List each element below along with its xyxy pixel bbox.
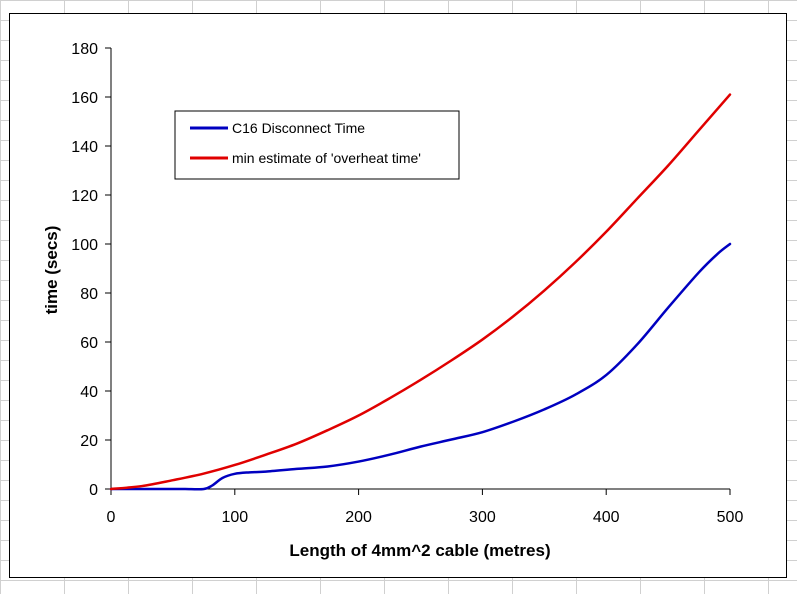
series-line-c16 xyxy=(109,242,732,491)
line-chart: 0 20 40 60 80 100 120 140 160 180 0 100 200 300 400 500… xyxy=(42,41,743,560)
y-tick-label: 100 xyxy=(71,237,98,254)
x-tick-label: 100 xyxy=(221,509,248,526)
x-tick-label: 200 xyxy=(345,509,372,526)
tick-labels: 0 20 40 60 80 100 120 140 160 180 0 100 200 300 400 500 xyxy=(71,41,743,526)
y-tick-label: 120 xyxy=(71,188,98,205)
x-tick-label: 0 xyxy=(107,509,116,526)
axes xyxy=(105,47,731,495)
legend-box xyxy=(174,110,460,180)
x-tick-label: 400 xyxy=(593,509,620,526)
series-line-overheat xyxy=(109,93,732,491)
y-tick-label: 60 xyxy=(80,335,98,352)
y-tick-label: 40 xyxy=(80,384,98,401)
y-tick-label: 160 xyxy=(71,90,98,107)
y-axis-title: time (secs) xyxy=(42,226,61,315)
x-axis-title: Length of 4mm^2 cable (metres) xyxy=(289,541,550,560)
x-tick-label: 300 xyxy=(469,509,496,526)
y-tick-label: 0 xyxy=(89,482,98,499)
y-tick-label: 20 xyxy=(80,433,98,450)
y-tick-label: 180 xyxy=(71,41,98,58)
chart-area: 0 20 40 60 80 100 120 140 160 180 0 100 200 300 400 500… xyxy=(9,13,787,578)
legend-label-overheat: min estimate of 'overheat time' xyxy=(232,150,421,166)
series-lines xyxy=(109,93,732,491)
x-tick-label: 500 xyxy=(717,509,744,526)
legend-label-c16: C16 Disconnect Time xyxy=(232,120,365,136)
y-tick-label: 140 xyxy=(71,139,98,156)
y-tick-label: 80 xyxy=(80,286,98,303)
legend: C16 Disconnect Time min estimate of 'ove… xyxy=(174,110,460,180)
